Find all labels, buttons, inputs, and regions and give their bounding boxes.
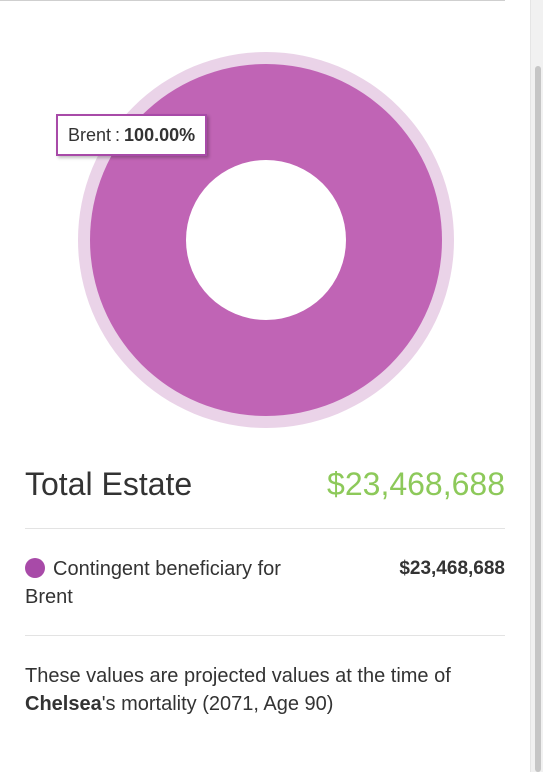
beneficiary-label-group: Contingent beneficiary for Brent xyxy=(25,555,325,611)
donut-hole xyxy=(186,160,346,320)
note-name: Chelsea xyxy=(25,693,102,715)
note-suffix: 's mortality (2071, Age 90) xyxy=(101,693,334,715)
tooltip-value: 100.00% xyxy=(124,124,196,145)
vertical-scrollbar[interactable] xyxy=(530,0,543,772)
divider xyxy=(25,528,505,529)
tooltip-separator: : xyxy=(115,124,121,145)
scrollbar-thumb[interactable] xyxy=(535,66,541,772)
legend-dot-icon xyxy=(25,558,45,578)
note-prefix: These values are projected values at the… xyxy=(25,665,451,687)
beneficiary-label: Contingent beneficiary for Brent xyxy=(25,558,281,608)
total-estate-label: Total Estate xyxy=(25,466,193,502)
total-estate-value: $23,468,688 xyxy=(327,466,505,502)
estate-donut-chart xyxy=(78,52,454,428)
divider xyxy=(25,635,505,636)
chart-tooltip: Brent : 100.00% xyxy=(56,114,208,156)
beneficiary-amount: $23,468,688 xyxy=(399,558,505,579)
beneficiary-row: Contingent beneficiary for Brent $23,468… xyxy=(25,555,505,611)
projection-note: These values are projected values at the… xyxy=(25,662,495,718)
total-estate-row: Total Estate $23,468,688 xyxy=(25,466,505,503)
tooltip-label: Brent xyxy=(68,124,112,145)
top-divider xyxy=(0,0,505,1)
donut-svg xyxy=(78,52,454,428)
